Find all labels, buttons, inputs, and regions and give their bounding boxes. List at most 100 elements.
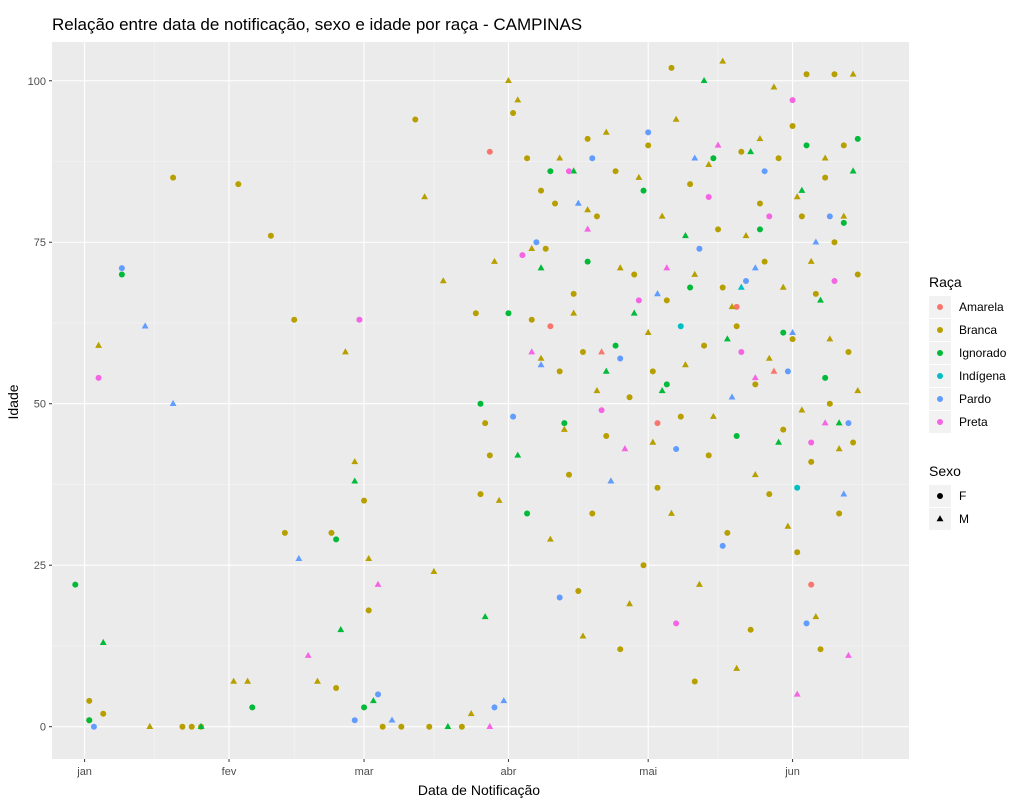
point-f-ignorado xyxy=(561,420,568,427)
point-m-pardo xyxy=(789,328,796,335)
point-m-amarela xyxy=(770,367,778,374)
legend-key-symbol xyxy=(937,304,943,310)
point-f-branca xyxy=(649,368,656,375)
point-m-preta xyxy=(528,348,536,355)
legend-label: Amarela xyxy=(959,300,1004,314)
legend-sex: Sexo FM xyxy=(929,463,969,530)
point-f-branca xyxy=(691,678,698,685)
point-m-branca xyxy=(342,348,349,355)
point-f-ignorado xyxy=(333,536,340,543)
point-f-pardo xyxy=(826,213,833,220)
point-m-preta xyxy=(584,225,592,232)
point-f-pardo xyxy=(761,168,768,175)
point-f-pardo xyxy=(510,413,517,420)
x-axis-title: Data de Notificação xyxy=(418,782,540,798)
point-m-pardo xyxy=(607,477,615,484)
point-m-preta xyxy=(621,445,629,452)
point-f-preta xyxy=(356,316,363,323)
x-tick-label: jun xyxy=(784,766,800,778)
chart-title: Relação entre data de notificação, sexo … xyxy=(52,15,582,34)
point-f-branca xyxy=(179,723,186,730)
point-f-pardo xyxy=(742,278,749,284)
x-tick-label: mar xyxy=(355,766,374,778)
point-m-ignorado xyxy=(602,367,610,374)
point-f-preta xyxy=(565,168,572,175)
point-m-ignorado xyxy=(723,335,731,342)
point-f-preta xyxy=(519,252,526,259)
point-m-pardo xyxy=(812,238,820,245)
point-f-branca xyxy=(724,529,731,536)
point-f-branca xyxy=(677,413,684,420)
point-m-branca xyxy=(756,135,764,142)
point-f-branca xyxy=(538,187,545,194)
point-f-branca xyxy=(826,400,833,407)
point-m-branca xyxy=(733,664,741,671)
point-f-indígena xyxy=(677,323,684,330)
point-m-branca xyxy=(849,70,857,77)
point-m-ignorado xyxy=(700,76,708,84)
point-m-branca xyxy=(672,115,680,122)
point-m-ignorado xyxy=(197,722,205,729)
point-f-branca xyxy=(542,245,549,252)
point-m-branca xyxy=(705,160,713,168)
point-m-branca xyxy=(514,96,522,103)
point-f-ignorado xyxy=(547,168,554,175)
point-f-pardo xyxy=(556,594,563,601)
point-f-branca xyxy=(668,64,675,71)
point-f-branca xyxy=(235,181,242,188)
point-f-ignorado xyxy=(854,135,861,142)
point-f-ignorado xyxy=(803,142,810,149)
point-f-branca xyxy=(789,122,796,129)
point-f-pardo xyxy=(845,420,852,427)
point-f-branca xyxy=(603,433,610,440)
point-m-branca xyxy=(365,554,373,562)
point-m-pardo xyxy=(691,154,699,161)
point-m-preta xyxy=(486,722,494,729)
point-m-preta xyxy=(793,690,801,697)
point-f-pardo xyxy=(90,723,97,730)
point-f-preta xyxy=(705,194,712,201)
point-f-branca xyxy=(584,135,591,142)
point-m-pardo xyxy=(537,361,545,368)
point-f-branca xyxy=(631,271,638,278)
point-m-branca xyxy=(854,387,862,394)
point-f-pardo xyxy=(719,542,726,549)
legend-label: Indígena xyxy=(959,369,1006,383)
point-m-pardo xyxy=(388,716,396,723)
point-m-pardo xyxy=(751,264,759,271)
point-f-branca xyxy=(817,646,824,653)
point-f-pardo xyxy=(118,265,125,272)
point-f-branca xyxy=(472,310,479,317)
point-m-ignorado xyxy=(444,722,452,729)
point-m-pardo xyxy=(840,490,848,497)
point-f-pardo xyxy=(784,368,791,375)
point-m-branca xyxy=(798,406,806,413)
point-f-branca xyxy=(836,510,843,517)
point-f-branca xyxy=(654,484,661,491)
point-f-branca xyxy=(719,284,726,291)
point-f-ignorado xyxy=(733,433,740,440)
legend-label: Branca xyxy=(959,323,997,337)
point-m-pardo xyxy=(654,290,661,297)
point-m-branca xyxy=(644,328,652,335)
point-f-amarela xyxy=(733,303,740,310)
point-f-pardo xyxy=(803,620,810,627)
point-f-branca xyxy=(738,148,745,155)
point-f-branca xyxy=(812,290,819,297)
point-f-ignorado xyxy=(780,329,787,336)
point-m-branca xyxy=(626,600,633,607)
point-f-branca xyxy=(705,452,712,459)
point-f-branca xyxy=(593,213,600,220)
point-f-ignorado xyxy=(249,704,256,711)
point-f-branca xyxy=(361,497,368,504)
point-f-ignorado xyxy=(361,704,368,711)
point-m-branca xyxy=(765,354,773,361)
point-f-amarela xyxy=(808,581,815,588)
point-m-ignorado xyxy=(798,186,806,193)
point-f-branca xyxy=(831,239,838,246)
point-f-branca xyxy=(687,181,694,188)
point-f-branca xyxy=(831,71,838,78)
point-m-pardo xyxy=(295,554,303,562)
y-tick-label: 0 xyxy=(40,722,46,734)
point-m-ignorado xyxy=(481,613,489,620)
